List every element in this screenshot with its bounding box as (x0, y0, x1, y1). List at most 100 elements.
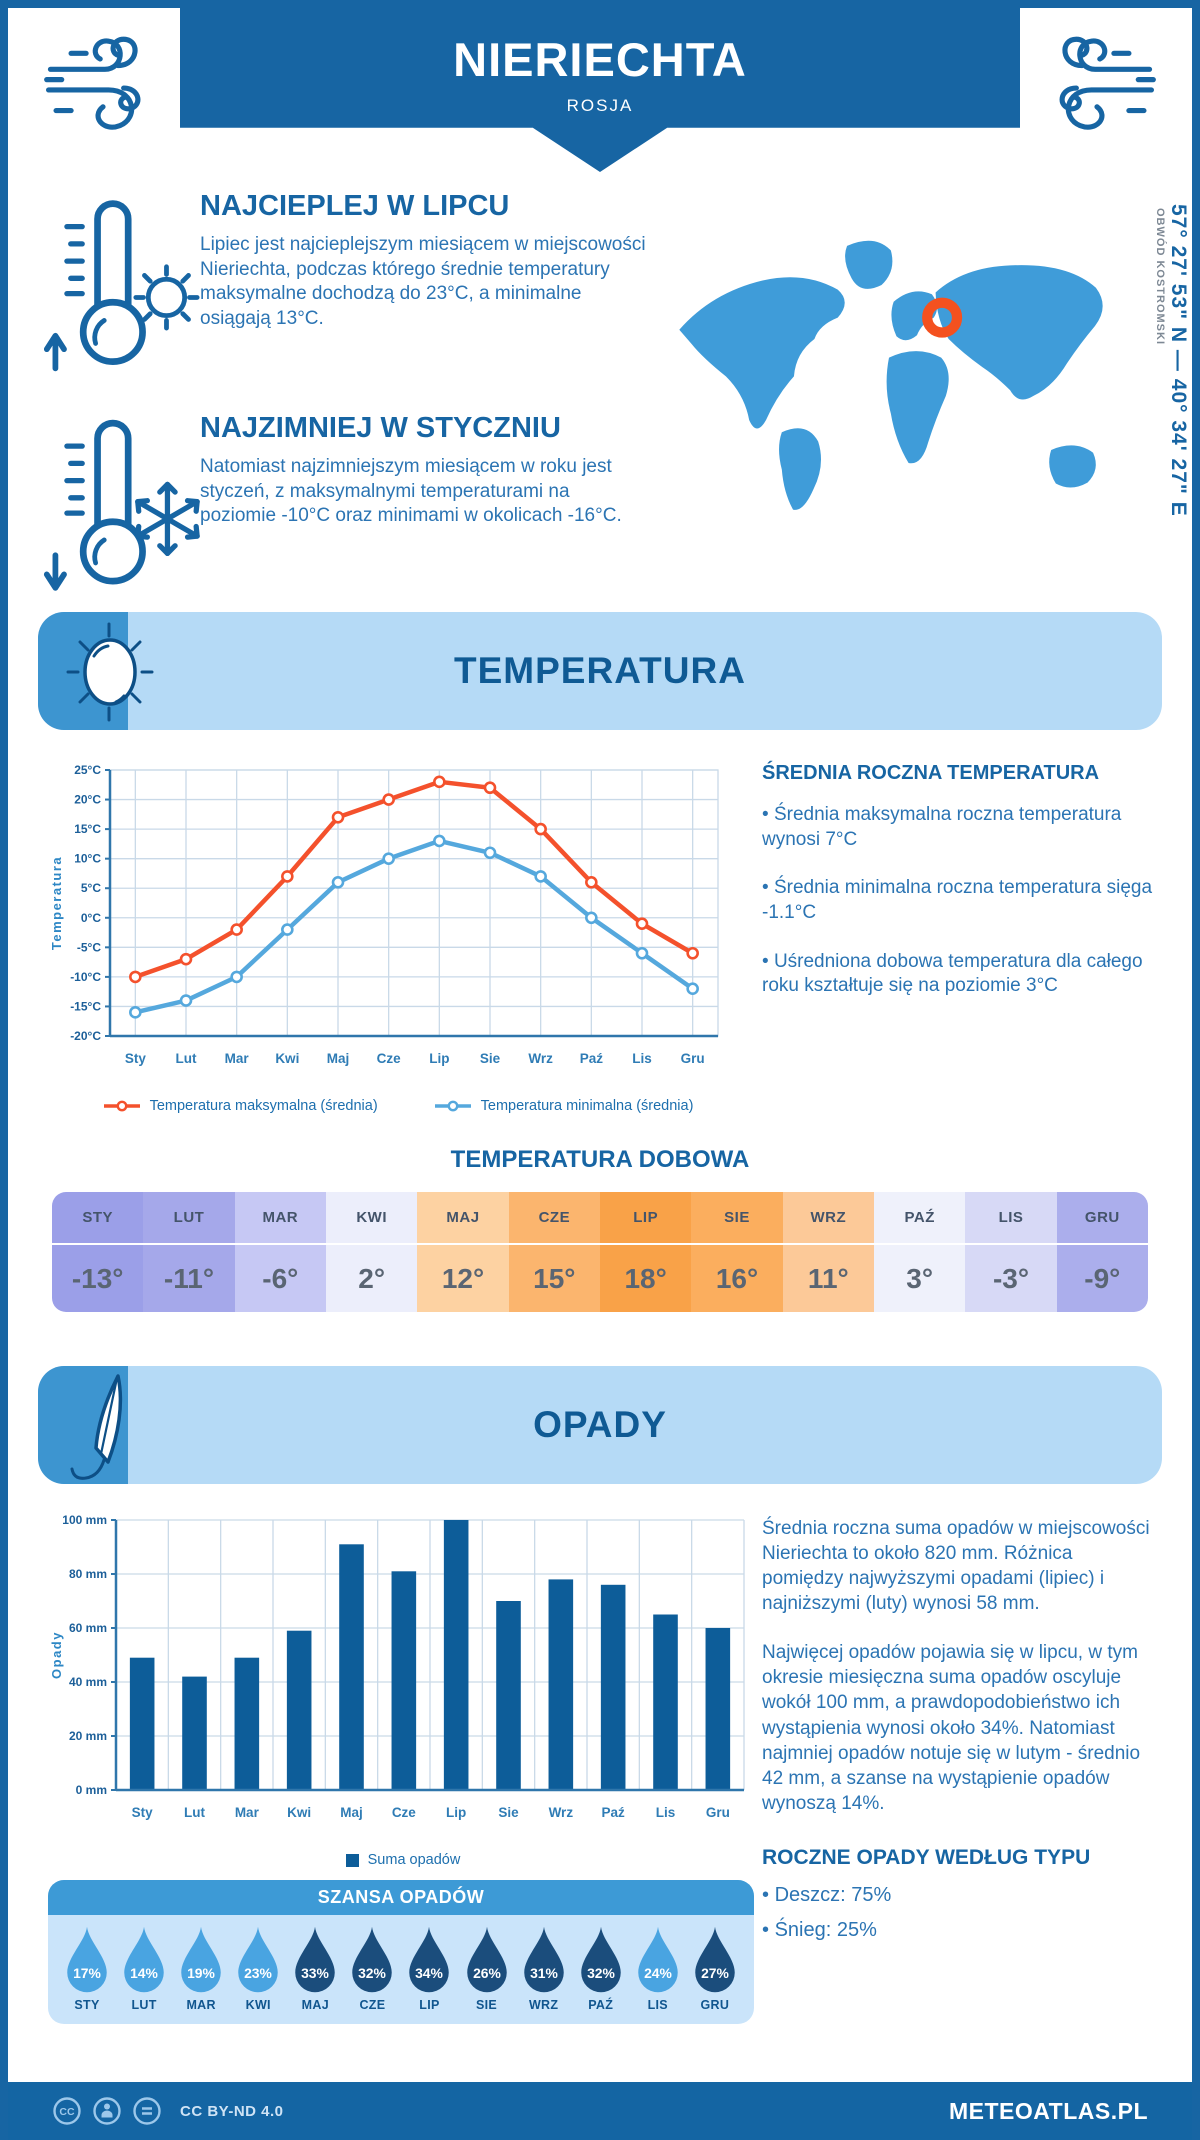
svg-text:Gru: Gru (706, 1805, 730, 1820)
warmest-text: Lipiec jest najcieplejszym miesiącem w m… (200, 234, 646, 330)
world-map (656, 200, 1122, 534)
legend-item: Temperatura maksymalna (średnia) (103, 1098, 378, 1114)
svg-text:Sty: Sty (132, 1805, 154, 1820)
droplet-icon: 17% (67, 1926, 107, 1993)
daily-value-cell: 18° (600, 1245, 692, 1312)
chance-month-label: PAŹ (588, 1998, 614, 2012)
precipitation-row: 0 mm 20 mm 40 mm 60 mm 80 mm 100 mm Sty Lut Mar K… (8, 1484, 1192, 2024)
daily-value-cell: 16° (691, 1245, 783, 1312)
temperature-line-chart: -20°C -15°C -10°C -5°C 0°C 5°C 10°C 15°C 20°C 25°… (49, 763, 719, 1066)
daily-value-cell: 12° (417, 1245, 509, 1312)
svg-text:Lis: Lis (656, 1805, 676, 1820)
precipitation-title: OPADY (533, 1404, 667, 1445)
daily-month-cell: CZE (508, 1192, 600, 1245)
location-marker (922, 297, 963, 338)
footer: CC CC BY-ND 4.0 METEOATLAS.PL (8, 2082, 1192, 2140)
svg-text:-5°C: -5°C (77, 940, 101, 954)
chance-month-label: MAJ (301, 1998, 329, 2012)
droplet-icon: 23% (238, 1926, 278, 1993)
chance-month-label: MAR (186, 1998, 216, 2012)
cc-license-icons: CC CC BY-ND 4.0 (52, 2096, 284, 2126)
annual-temp-bullet: Uśredniona dobowa temperatura dla całego… (762, 950, 1156, 999)
daily-value-cell: -6° (234, 1245, 326, 1312)
warmest-month-content: NAJCIEPLEJ W LIPCU Lipiec jest najcieple… (200, 188, 646, 388)
legend-square-swatch (345, 1853, 359, 1867)
precipitation-bar-chart: 0 mm 20 mm 40 mm 60 mm 80 mm 100 mm Sty Lut Mar K… (49, 1513, 745, 1820)
license-text: CC BY-ND 4.0 (180, 2102, 284, 2120)
daily-month-cell: SIE (691, 1192, 783, 1245)
chance-drop: 33% MAJ (288, 1925, 342, 2012)
svg-text:Paź: Paź (602, 1805, 626, 1820)
droplet-icon: 14% (124, 1926, 164, 1993)
svg-text:Temperatura: Temperatura (49, 856, 64, 950)
world-map-graphic (679, 240, 1103, 510)
coldest-heading: NAJZIMNIEJ W STYCZNIU (200, 412, 561, 444)
svg-text:-15°C: -15°C (70, 999, 101, 1013)
temperature-banner: TEMPERATURA (38, 612, 1162, 730)
daily-month-cell: KWI (326, 1192, 418, 1245)
chance-droplets: 17% STY 14% LUT 19% MAR 23% KWI 33% MAJ 32% CZE 34% L… (48, 1915, 754, 2024)
daily-table-months: STY LUT MAR KWI MAJ CZE LIP SIE WRZ PAŹ LIS GRU (52, 1192, 1148, 1245)
droplet-icon: 26% (466, 1926, 507, 1993)
legend-line-swatch (103, 1100, 140, 1112)
daily-month-cell: PAŹ (874, 1192, 966, 1245)
daily-table-values: -13° -11° -6° 2° 12° 15° 18° 16° 11° 3° -3° -9° (52, 1245, 1148, 1312)
svg-text:Wrz: Wrz (528, 1051, 553, 1066)
svg-text:Cze: Cze (377, 1051, 401, 1066)
thermometer-up-sun-icon (42, 188, 200, 388)
chance-month-label: LIS (647, 1998, 668, 2012)
svg-text:Lut: Lut (176, 1051, 197, 1066)
sun-icon (66, 622, 154, 722)
header: NIERIECHTA ROSJA (8, 8, 1192, 180)
precipitation-text-panel: Średnia roczna suma opadów w miejscowośc… (762, 1508, 1156, 2024)
svg-text:Opady: Opady (49, 1631, 64, 1679)
svg-text:Lip: Lip (429, 1051, 449, 1066)
svg-text:Sie: Sie (480, 1051, 501, 1066)
daily-month-cell: LIS (965, 1192, 1057, 1245)
thermometer-down-snowflake-icon (42, 410, 200, 605)
svg-text:Mar: Mar (225, 1051, 250, 1066)
temp-legend: Temperatura maksymalna (średnia) Temperat… (48, 1098, 748, 1114)
chance-drop: 19% MAR (174, 1925, 228, 2012)
cc-icon: CC (53, 2097, 81, 2125)
svg-text:0 mm: 0 mm (76, 1783, 107, 1797)
daily-value-cell: -3° (965, 1245, 1057, 1312)
droplet-icon: 27% (695, 1926, 735, 1993)
warmest-month-block: NAJCIEPLEJ W LIPCU Lipiec jest najcieple… (42, 188, 646, 388)
daily-value-cell: 3° (874, 1245, 966, 1312)
annual-temp-heading: ŚREDNIA ROCZNA TEMPERATURA (762, 762, 1100, 784)
svg-text:Sie: Sie (498, 1805, 519, 1820)
chance-month-label: STY (74, 1998, 100, 2012)
svg-text:32%: 32% (587, 1965, 615, 1981)
site-brand: METEOATLAS.PL (948, 2097, 1148, 2124)
svg-text:CC: CC (59, 2106, 75, 2118)
chance-month-label: SIE (476, 1998, 498, 2012)
precip-type-bullets: Deszcz: 75% Śnieg: 25% (762, 1884, 1156, 1942)
legend-item: Temperatura minimalna (średnia) (434, 1098, 693, 1114)
svg-text:60 mm: 60 mm (69, 1621, 107, 1635)
droplet-icon: 24% (638, 1926, 678, 1993)
svg-text:10°C: 10°C (74, 852, 101, 866)
chance-month-label: LIP (419, 1998, 440, 2012)
daily-month-cell: MAR (234, 1192, 326, 1245)
svg-text:23%: 23% (244, 1965, 272, 1981)
svg-text:Maj: Maj (340, 1805, 363, 1820)
annual-temp-bullet: Średnia minimalna roczna temperatura się… (762, 876, 1156, 925)
svg-text:Gru: Gru (681, 1051, 705, 1066)
svg-text:-20°C: -20°C (70, 1029, 101, 1043)
chance-of-precipitation-panel: SZANSA OPADÓW 17% STY 14% LUT 19% MAR 23% KWI 33… (48, 1880, 754, 2024)
svg-text:5°C: 5°C (81, 881, 101, 895)
svg-text:Lis: Lis (632, 1051, 652, 1066)
annual-temperature-panel: ŚREDNIA ROCZNA TEMPERATURA Średnia maksy… (762, 754, 1156, 1114)
svg-text:40 mm: 40 mm (69, 1675, 107, 1689)
svg-text:31%: 31% (530, 1965, 558, 1981)
svg-text:Sty: Sty (125, 1051, 147, 1066)
svg-text:25°C: 25°C (74, 763, 101, 777)
svg-text:17%: 17% (73, 1965, 101, 1981)
svg-text:34%: 34% (416, 1965, 444, 1981)
temperature-title: TEMPERATURA (454, 650, 746, 691)
page-subtitle: ROSJA (566, 96, 634, 115)
coldest-month-block: NAJZIMNIEJ W STYCZNIU Natomiast najzimni… (42, 410, 646, 605)
chance-month-label: LUT (131, 1998, 157, 2012)
